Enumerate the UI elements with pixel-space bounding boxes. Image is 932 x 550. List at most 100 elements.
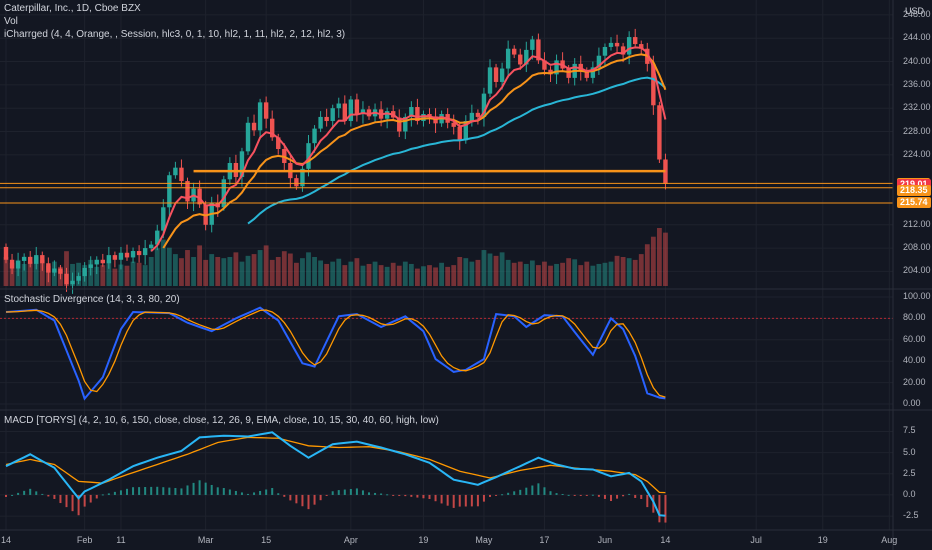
macd-histogram-bar [591,494,594,496]
macd-histogram-bar [331,491,334,495]
volume-bar [499,252,505,286]
candle-body [149,244,154,249]
candle-body [499,68,505,82]
macd-histogram-bar [107,493,110,495]
macd-histogram-bar [519,489,522,495]
volume-bar [336,258,342,286]
candle-body [487,67,493,94]
candle-body [161,207,166,231]
macd-histogram-bar [392,494,395,496]
volume-bar [300,258,305,286]
macd-histogram-bar [531,485,534,495]
volume-bar [650,236,656,286]
candle-body [530,39,535,50]
macd-histogram-bar [616,494,619,499]
macd-histogram-bar [119,490,122,495]
candle-body [179,167,184,182]
macd-histogram-bar [549,491,552,495]
macd-histogram-bar [634,494,637,498]
macd-histogram-bar [77,494,80,516]
macd-histogram-bar [5,494,7,497]
candle-body [58,268,63,274]
price-badge: 215.74 [897,197,931,209]
candle-body [475,112,481,117]
volume-bar [324,263,330,286]
volume-bar [160,239,166,286]
volume-bar [197,245,202,286]
volume-bar [663,232,668,286]
macd-histogram-bar [343,489,346,495]
macd-histogram-bar [71,494,74,512]
macd-histogram-bar [11,494,14,496]
candle-body [342,103,347,122]
candle-body [602,46,608,56]
macd-histogram-bar [482,494,485,502]
volume-bar [542,261,547,286]
volume-bar [173,254,178,286]
macd-histogram-bar [374,492,377,495]
volume-bar [566,258,572,286]
candle-body [263,102,269,119]
candle-body [136,251,142,256]
macd-histogram-bar [664,494,667,523]
price-badge: 218.35 [897,185,931,197]
horizontal-levels [0,169,893,204]
macd-histogram-bar [579,494,582,496]
price-tick-label: 208.00 [903,242,931,253]
macd-histogram-bar [501,494,504,496]
candle-body [366,109,372,117]
candle-body [463,121,468,141]
candle-body [221,179,226,208]
macd-histogram-bar [380,493,383,495]
volume-bar [221,258,227,286]
candle-body [167,175,172,208]
macd-histogram-bar [537,483,540,495]
candle-body [348,99,354,122]
candle-body [40,255,45,264]
macd-histogram-bar [17,492,20,495]
candle-body [384,111,390,119]
volume-bar [493,255,499,286]
macd-histogram-bar [458,494,461,507]
volume-bar [27,261,33,286]
candle-body [542,60,547,70]
ema-mid-line [162,53,667,249]
candle-body [70,280,75,285]
volume-bar [342,265,348,286]
stochastic-title: Stochastic Divergence (14, 3, 3, 80, 20) [4,294,180,305]
candle-body [639,44,644,49]
candle-body [251,122,257,131]
volume-bar [185,250,190,286]
volume-bar [330,261,336,286]
time-tick-label: 11 [116,535,126,545]
candle-body [34,255,39,264]
volume-bar [154,248,160,286]
volume-bar [626,258,632,286]
macd-tick-label: 5.0 [903,446,916,457]
volume-bar [529,260,535,286]
stochastic-tick-label: 20.00 [903,376,926,387]
volume-bar [179,258,184,286]
time-tick-label: 17 [539,535,550,545]
volume-bar [590,265,596,286]
macd-histogram-bar [132,487,135,495]
candle-body [590,67,596,78]
candle-body [354,99,360,115]
volume-bar [505,259,511,286]
price-tick-label: 224.00 [903,148,931,159]
volume-bar [166,247,172,286]
macd-histogram-bar [525,487,528,495]
candle-body [336,103,341,109]
stochastic-tick-label: 60.00 [903,333,926,344]
macd-histogram-bar [410,494,413,497]
candle-body [88,264,93,268]
macd-histogram-bar [216,487,219,495]
volume-bar [481,250,487,286]
volume-bar [215,257,221,286]
volume-bar [608,261,614,286]
volume-bar [94,266,100,286]
time-tick-label: Jul [750,535,762,545]
macd-histogram-bar [355,488,358,495]
